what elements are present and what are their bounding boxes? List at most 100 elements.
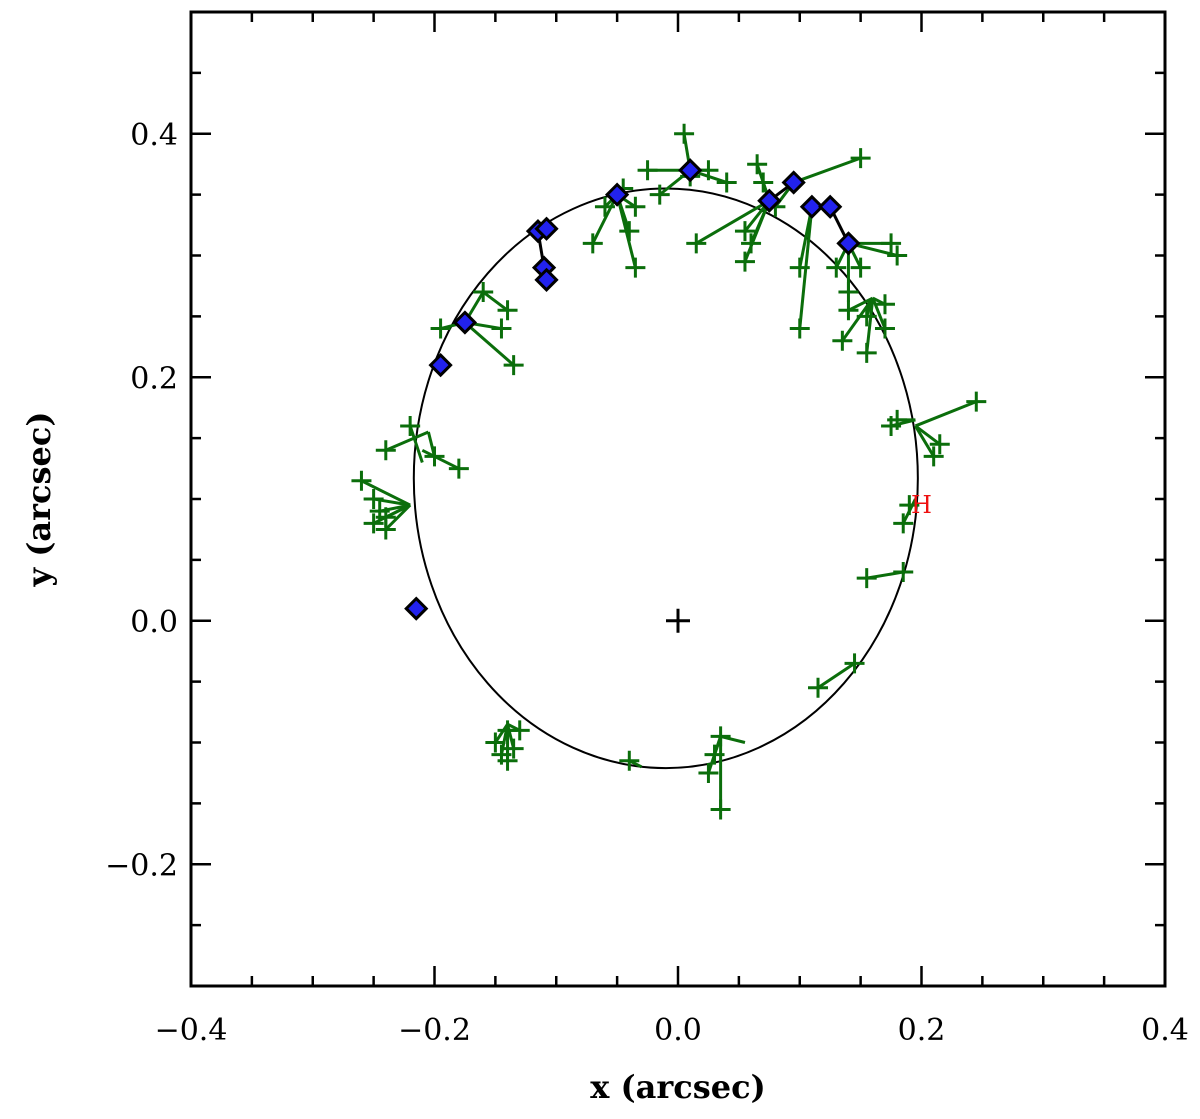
residual-line — [847, 296, 874, 312]
residual-line — [914, 400, 977, 428]
observed-point — [674, 123, 695, 144]
observed-point — [856, 342, 877, 363]
axis-ticks — [189, 10, 1167, 988]
observed-point — [741, 233, 762, 254]
observed-point — [503, 355, 524, 376]
observed-point — [582, 233, 603, 254]
observed-point — [503, 738, 524, 759]
observed-point — [400, 415, 421, 436]
x-tick-label: 0.2 — [898, 1013, 946, 1048]
observed-point — [874, 318, 895, 339]
observed-point — [734, 221, 755, 242]
y-tick-label: 0.4 — [130, 118, 178, 153]
observed-point — [874, 294, 895, 315]
model-point — [781, 170, 806, 195]
observed-point — [637, 160, 658, 181]
observed-point — [710, 799, 731, 820]
observed-point — [808, 677, 829, 698]
residual-line — [482, 290, 509, 312]
center-marker-layer — [666, 608, 690, 633]
residual-line — [695, 199, 771, 245]
residual-line — [421, 448, 460, 470]
model-point — [836, 231, 861, 256]
model-point — [452, 310, 478, 335]
center-marker — [666, 608, 690, 633]
y-tick-label: 0.0 — [130, 605, 178, 640]
observed-point — [893, 513, 914, 534]
observed-point — [856, 568, 877, 589]
model-points — [404, 158, 861, 621]
residual-line — [743, 200, 771, 263]
observed-point — [625, 196, 646, 217]
observed-point — [704, 744, 725, 765]
observed-point — [716, 172, 737, 193]
observed-points — [351, 123, 987, 820]
model-point — [534, 216, 559, 241]
residual-lines — [360, 133, 977, 810]
residual-line — [841, 297, 875, 342]
annotation-h: H — [911, 491, 932, 519]
observed-point — [497, 750, 518, 771]
y-tick-label: −0.2 — [105, 848, 178, 883]
y-tick-label: 0.2 — [130, 361, 178, 396]
residual-line — [385, 430, 430, 452]
observed-point — [929, 434, 950, 455]
observed-point — [497, 300, 518, 321]
residual-line — [591, 193, 619, 244]
x-tick-label: 0.0 — [654, 1013, 702, 1048]
observed-point — [893, 562, 914, 583]
observed-point — [375, 440, 396, 461]
observed-point — [594, 196, 615, 217]
observed-point — [838, 300, 859, 321]
model-point — [757, 188, 782, 213]
observed-point — [363, 513, 384, 534]
residual-line — [914, 425, 935, 458]
observed-point — [844, 653, 865, 674]
observed-point — [485, 732, 506, 753]
observed-point — [887, 409, 908, 430]
observed-point — [686, 233, 707, 254]
model-point — [404, 596, 429, 621]
observed-point — [850, 257, 871, 278]
residual-line — [871, 297, 887, 330]
residual-line — [384, 504, 412, 531]
observed-point — [838, 282, 859, 303]
observed-point — [753, 172, 774, 193]
x-axis-title: x (arcsec) — [590, 1068, 765, 1106]
observed-point — [698, 762, 719, 783]
model-point — [605, 182, 630, 207]
orbit-ellipse-layer — [412, 187, 919, 770]
observed-point — [923, 446, 944, 467]
observed-point — [625, 257, 646, 278]
observed-point — [649, 184, 670, 205]
model-point — [818, 194, 843, 219]
observed-point — [832, 330, 853, 351]
residual-line — [408, 425, 424, 463]
x-tick-label: 0.4 — [1141, 1013, 1189, 1048]
observed-point — [747, 154, 768, 175]
observed-point — [491, 318, 512, 339]
observed-point — [430, 318, 451, 339]
observed-point — [826, 257, 847, 278]
residual-line — [360, 479, 411, 507]
observed-point — [734, 251, 755, 272]
tick-labels: −0.4 −0.2 0.0 0.2 0.4 −0.2 0.0 0.2 0.4 — [105, 118, 1189, 1048]
observed-point — [363, 489, 384, 509]
residual-line — [463, 321, 515, 367]
residual-line — [793, 156, 862, 184]
observed-point — [789, 318, 810, 339]
y-axis-title: y (arcsec) — [20, 412, 58, 588]
model-point — [678, 158, 703, 183]
observed-point — [509, 720, 530, 741]
observed-point — [619, 750, 640, 771]
observed-point — [850, 148, 871, 169]
observed-point — [789, 257, 810, 278]
model-point — [799, 194, 825, 219]
observed-point — [375, 519, 396, 540]
x-tick-label: −0.4 — [155, 1013, 228, 1048]
observed-point — [473, 282, 494, 303]
observed-point — [856, 306, 877, 327]
model-point — [534, 267, 559, 292]
observed-point — [887, 245, 908, 266]
